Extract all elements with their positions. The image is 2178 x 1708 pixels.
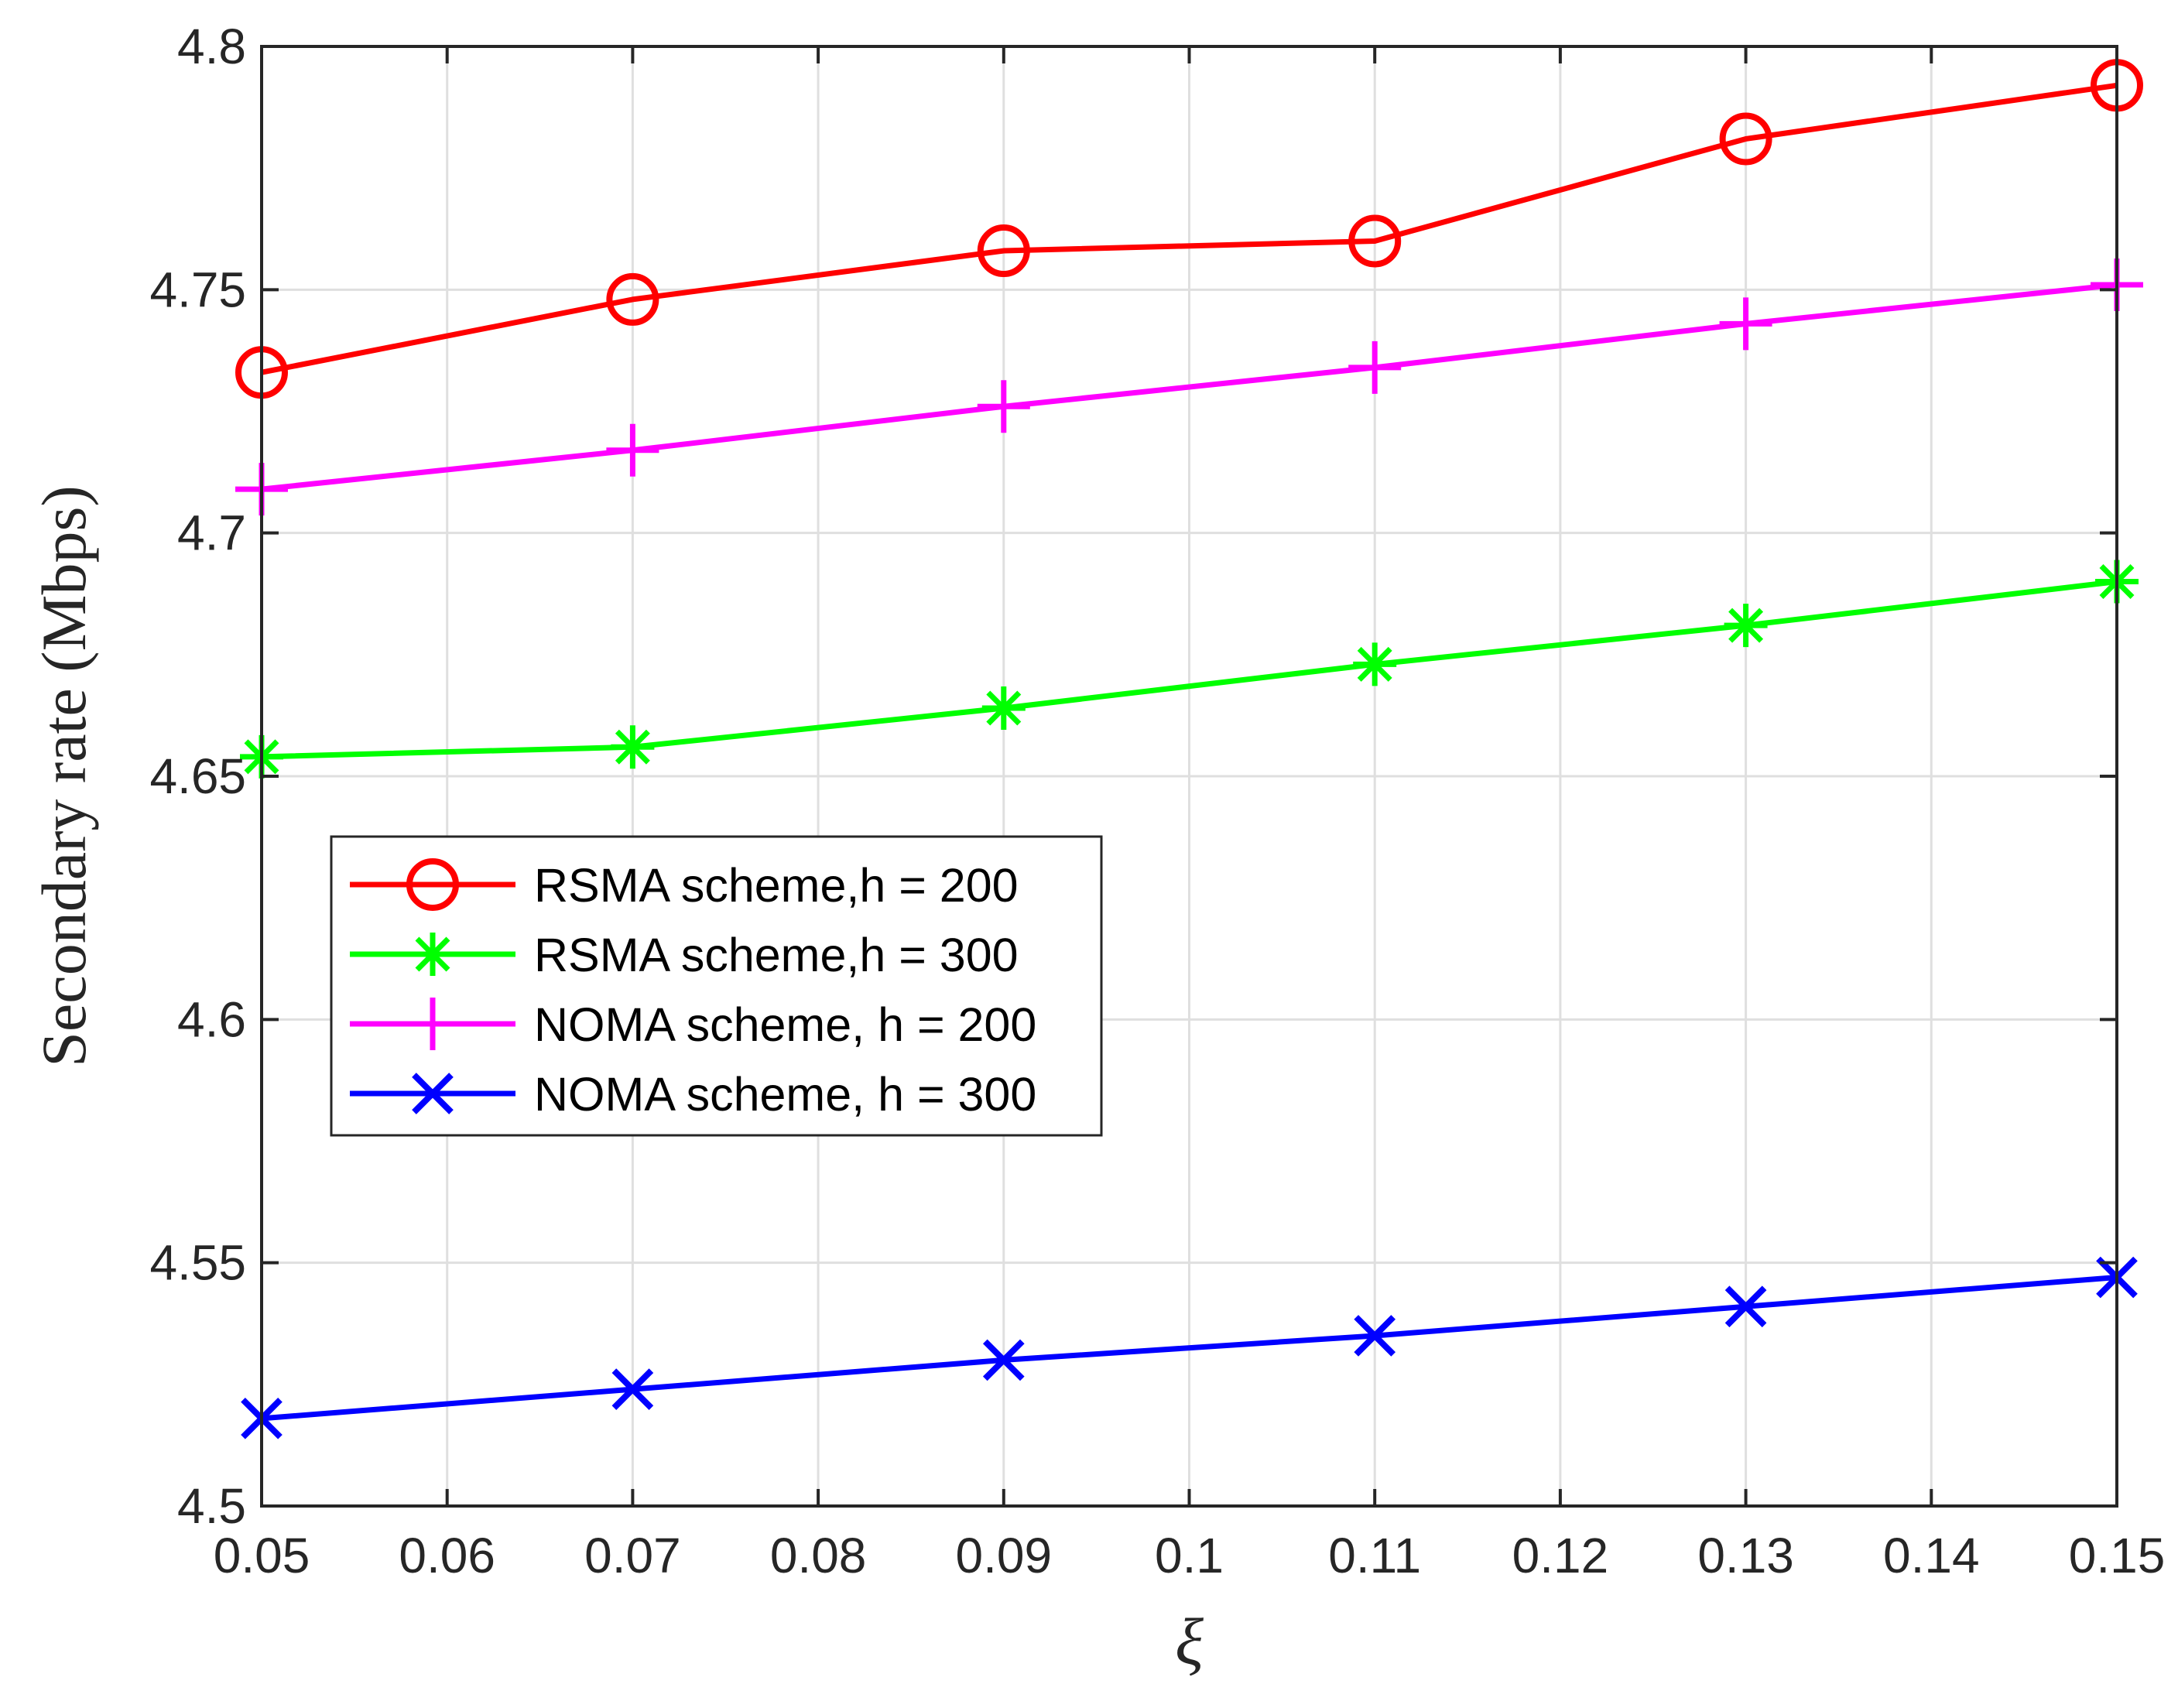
x-tick-label: 0.05 bbox=[214, 1528, 310, 1583]
data-point-series-3-shape bbox=[977, 380, 1030, 433]
data-point-series-3 bbox=[1719, 297, 1772, 351]
data-point-series-3-shape bbox=[606, 423, 659, 477]
y-tick-label: 4.8 bbox=[177, 19, 246, 74]
data-point-series-1-shape bbox=[1348, 214, 1402, 268]
data-point-series-3 bbox=[977, 380, 1030, 433]
series-line-1 bbox=[261, 82, 2118, 375]
y-tick-label: 4.55 bbox=[149, 1235, 246, 1291]
y-tick-label: 4.6 bbox=[177, 991, 246, 1047]
x-tick-label: 0.07 bbox=[584, 1528, 681, 1583]
y-axis-label: Secondary rate (Mbps) bbox=[29, 485, 99, 1066]
data-point-series-1 bbox=[606, 272, 659, 326]
y-tick-label: 4.7 bbox=[177, 505, 246, 561]
legend-marker-1-shape bbox=[406, 858, 459, 911]
data-point-series-3 bbox=[1348, 341, 1402, 394]
legend-marker-2 bbox=[411, 933, 454, 976]
x-tick-label: 0.1 bbox=[1155, 1528, 1224, 1583]
data-point-series-4 bbox=[982, 1339, 1025, 1381]
data-point-series-2-shape bbox=[1724, 604, 1768, 648]
x-tick-label: 0.09 bbox=[956, 1528, 1053, 1583]
data-point-series-3 bbox=[606, 423, 659, 477]
data-point-series-1-shape bbox=[606, 272, 659, 326]
y-tick-label: 4.5 bbox=[177, 1478, 246, 1534]
data-point-series-4-shape bbox=[982, 1339, 1025, 1381]
axis-ticks: 0.05 0.06 0.07 0.08 0.09 0.1 0.11 0.12 0.13 0.14 0… bbox=[149, 19, 2165, 1583]
legend-marker-4 bbox=[412, 1073, 454, 1114]
series-line-4 bbox=[261, 1275, 2118, 1422]
data-point-series-4-shape bbox=[1724, 1285, 1767, 1328]
legend-marker-2-shape bbox=[411, 933, 454, 976]
legend-label-3: NOMA scheme, h = 200 bbox=[534, 998, 1036, 1051]
data-point-series-3-shape bbox=[1348, 341, 1402, 394]
data-point-series-1-shape bbox=[977, 224, 1030, 278]
data-point-series-2-shape bbox=[1353, 642, 1397, 686]
series-line-3 bbox=[261, 282, 2118, 492]
legend-label-4: NOMA scheme, h = 300 bbox=[534, 1068, 1036, 1121]
data-point-series-1 bbox=[1348, 214, 1402, 268]
data-point-series-2 bbox=[1724, 604, 1768, 648]
data-point-series-4 bbox=[1354, 1315, 1396, 1357]
x-tick-label: 0.11 bbox=[1328, 1528, 1421, 1583]
legend-marker-3 bbox=[406, 998, 459, 1050]
data-point-series-4 bbox=[611, 1368, 654, 1410]
x-tick-label: 0.15 bbox=[2069, 1528, 2166, 1583]
legend-label-2: RSMA scheme,h = 300 bbox=[534, 929, 1019, 981]
y-tick-label: 4.75 bbox=[149, 262, 246, 317]
data-point-series-4-shape bbox=[1354, 1315, 1396, 1357]
legend-label-1: RSMA scheme,h = 200 bbox=[534, 859, 1019, 912]
y-tick-label: 4.65 bbox=[149, 748, 246, 804]
series-line-2 bbox=[261, 579, 2118, 760]
x-tick-label: 0.13 bbox=[1697, 1528, 1794, 1583]
data-point-series-3-shape bbox=[1719, 297, 1772, 351]
data-point-series-2-shape bbox=[981, 686, 1026, 730]
data-point-series-2 bbox=[1353, 642, 1397, 686]
data-point-series-4 bbox=[1724, 1285, 1767, 1328]
data-point-series-1 bbox=[1719, 112, 1772, 166]
data-point-series-1 bbox=[977, 224, 1030, 278]
x-tick-label: 0.14 bbox=[1883, 1528, 1980, 1583]
legend-marker-4-shape bbox=[412, 1073, 454, 1114]
data-point-series-4-shape bbox=[611, 1368, 654, 1410]
data-point-series-2 bbox=[611, 725, 655, 769]
x-tick-label: 0.08 bbox=[770, 1528, 867, 1583]
x-tick-label: 0.12 bbox=[1512, 1528, 1609, 1583]
data-point-series-1-shape bbox=[1719, 112, 1772, 166]
legend: RSMA scheme,h = 200 RSMA scheme,h = 300 NO… bbox=[330, 835, 1103, 1137]
x-tick-label: 0.06 bbox=[399, 1528, 495, 1583]
legend-marker-3-shape bbox=[406, 998, 459, 1050]
data-point-series-2-shape bbox=[611, 725, 655, 769]
data-point-series-2 bbox=[981, 686, 1026, 730]
legend-marker-1 bbox=[406, 858, 459, 911]
x-axis-label: ξ bbox=[1175, 1604, 1204, 1679]
